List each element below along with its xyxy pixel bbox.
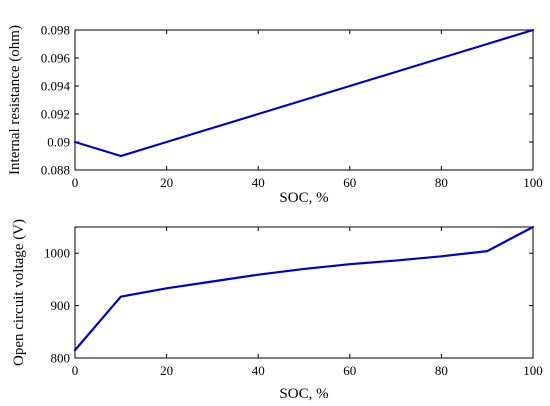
y-tick-label: 900	[51, 298, 71, 313]
series-line	[73, 28, 535, 158]
x-axis-label: SOC, %	[279, 190, 328, 206]
x-tick-label: 60	[343, 363, 356, 378]
x-tick-label: 100	[523, 175, 543, 190]
y-tick-label: 800	[51, 351, 71, 366]
x-tick-label: 40	[252, 175, 265, 190]
plot-frame	[74, 226, 534, 359]
x-tick-label: 0	[72, 363, 79, 378]
x-tick-label: 20	[160, 363, 173, 378]
y-tick-label: 1000	[44, 246, 70, 261]
x-tick-label: 80	[435, 363, 448, 378]
x-axis-label: SOC, %	[279, 386, 328, 402]
x-tick-label: 60	[343, 175, 356, 190]
y-axis-label: Internal resistance (ohm)	[7, 25, 23, 175]
series-line	[73, 225, 535, 352]
y-axis-label: Open circuit voltage (V)	[11, 219, 27, 366]
y-tick-label: 0.096	[41, 51, 71, 66]
y-tick-label: 0.092	[41, 107, 70, 122]
y-tick-label: 0.088	[41, 163, 70, 178]
subplot-2: 0 20 40 60 80 100 800 900 1000 SOC, % Open circuit…	[11, 219, 543, 402]
subplot-1: 0 20 40 60 80 100 0.088 0.09 0.092 0.094 0.096 0.09…	[7, 23, 543, 207]
x-tick-label: 0	[72, 175, 79, 190]
y-tick-label: 0.098	[41, 23, 70, 38]
plot-frame	[74, 29, 534, 171]
y-tick-label: 0.094	[41, 79, 71, 94]
x-tick-label: 80	[435, 175, 448, 190]
x-tick-label: 100	[523, 363, 543, 378]
x-tick-label: 20	[160, 175, 173, 190]
y-tick-label: 0.09	[47, 135, 70, 150]
x-tick-label: 40	[252, 363, 265, 378]
